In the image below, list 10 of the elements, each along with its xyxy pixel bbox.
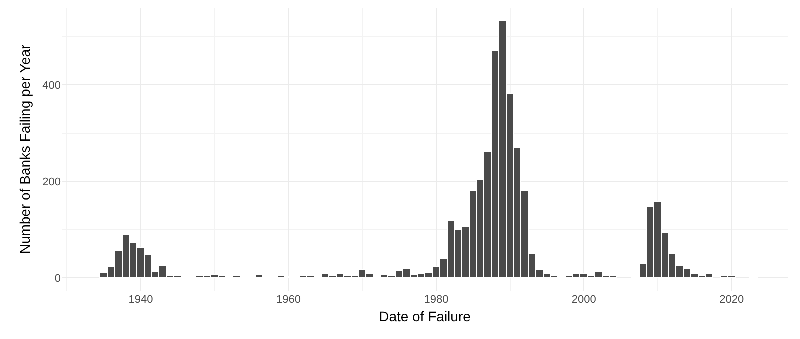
- y-axis-title: Number of Banks Failing per Year: [17, 44, 34, 254]
- x-tick-label: 1980: [424, 294, 449, 306]
- x-tick-label: 1960: [276, 294, 301, 306]
- y-tick-label: 200: [42, 176, 61, 188]
- y-tick-label: 0: [54, 272, 61, 285]
- x-axis-title: Date of Failure: [379, 308, 472, 324]
- x-tick-label: 1940: [128, 294, 154, 306]
- y-tick-label: 400: [42, 80, 61, 92]
- x-tick-label: 2020: [720, 294, 744, 306]
- x-tick-label: 2000: [572, 294, 596, 306]
